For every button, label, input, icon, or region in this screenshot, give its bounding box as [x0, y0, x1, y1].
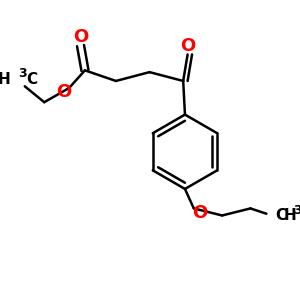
Text: O: O: [73, 28, 88, 46]
Text: C: C: [26, 72, 38, 87]
Text: O: O: [56, 82, 71, 100]
Text: 3: 3: [293, 204, 300, 217]
Text: O: O: [192, 204, 208, 222]
Text: H: H: [0, 72, 11, 87]
Text: O: O: [180, 37, 195, 55]
Text: C: C: [275, 208, 286, 223]
Text: H: H: [284, 208, 297, 223]
Text: 3: 3: [18, 68, 26, 80]
